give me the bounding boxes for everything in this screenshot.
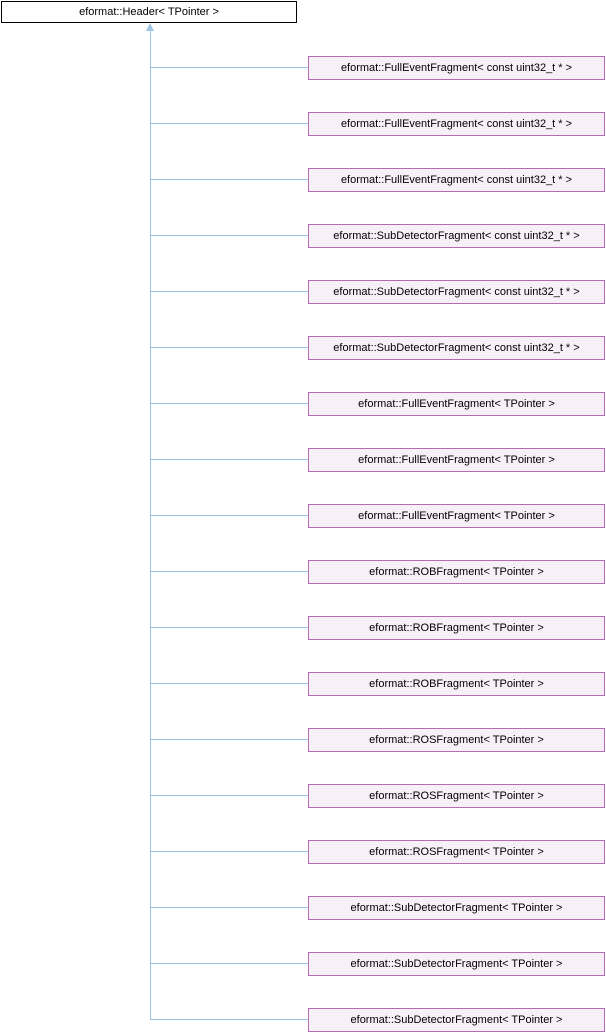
- derived-class-node[interactable]: eformat::FullEventFragment< const uint32…: [308, 168, 605, 192]
- derived-class-node[interactable]: eformat::SubDetectorFragment< const uint…: [308, 224, 605, 248]
- derived-class-node[interactable]: eformat::ROSFragment< TPointer >: [308, 728, 605, 752]
- connector-line: [150, 459, 309, 460]
- derived-class-node[interactable]: eformat::SubDetectorFragment< const uint…: [308, 336, 605, 360]
- connector-line: [150, 907, 309, 908]
- connector-line: [150, 627, 309, 628]
- connector-line: [150, 1019, 309, 1020]
- derived-class-node[interactable]: eformat::SubDetectorFragment< TPointer >: [308, 1008, 605, 1032]
- derived-class-node[interactable]: eformat::ROSFragment< TPointer >: [308, 840, 605, 864]
- connector-line: [150, 123, 309, 124]
- connector-line: [150, 795, 309, 796]
- derived-class-node[interactable]: eformat::FullEventFragment< TPointer >: [308, 504, 605, 528]
- inheritance-trunk-line: [150, 29, 151, 1020]
- derived-class-node[interactable]: eformat::FullEventFragment< TPointer >: [308, 448, 605, 472]
- derived-class-node[interactable]: eformat::SubDetectorFragment< const uint…: [308, 280, 605, 304]
- connector-line: [150, 739, 309, 740]
- connector-line: [150, 683, 309, 684]
- connector-line: [150, 515, 309, 516]
- derived-class-node[interactable]: eformat::ROBFragment< TPointer >: [308, 672, 605, 696]
- connector-line: [150, 963, 309, 964]
- connector-line: [150, 851, 309, 852]
- derived-class-node[interactable]: eformat::ROSFragment< TPointer >: [308, 784, 605, 808]
- base-class-node[interactable]: eformat::Header< TPointer >: [1, 1, 297, 23]
- derived-class-node[interactable]: eformat::SubDetectorFragment< TPointer >: [308, 952, 605, 976]
- connector-line: [150, 67, 309, 68]
- derived-class-node[interactable]: eformat::ROBFragment< TPointer >: [308, 616, 605, 640]
- connector-line: [150, 571, 309, 572]
- derived-class-node[interactable]: eformat::FullEventFragment< TPointer >: [308, 392, 605, 416]
- connector-line: [150, 291, 309, 292]
- connector-line: [150, 235, 309, 236]
- connector-line: [150, 347, 309, 348]
- derived-class-node[interactable]: eformat::FullEventFragment< const uint32…: [308, 112, 605, 136]
- connector-line: [150, 403, 309, 404]
- connector-line: [150, 179, 309, 180]
- arrow-up-icon: [146, 23, 154, 31]
- derived-class-node[interactable]: eformat::FullEventFragment< const uint32…: [308, 56, 605, 80]
- derived-class-node[interactable]: eformat::SubDetectorFragment< TPointer >: [308, 896, 605, 920]
- derived-class-node[interactable]: eformat::ROBFragment< TPointer >: [308, 560, 605, 584]
